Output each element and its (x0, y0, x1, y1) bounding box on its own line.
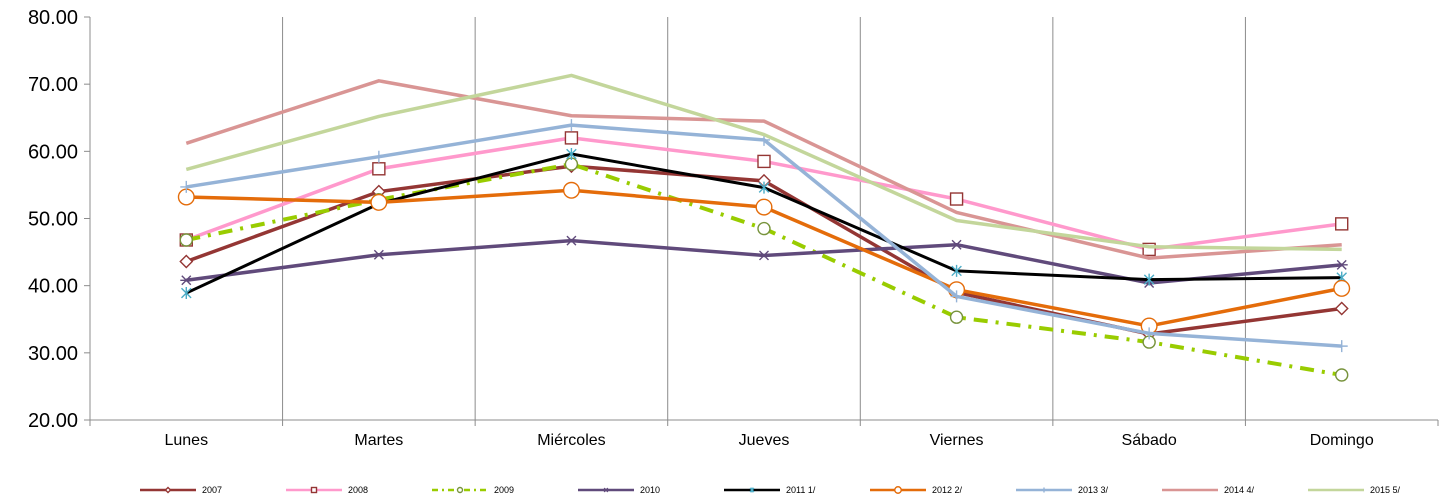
series-8 (185, 79, 1342, 260)
data-point (565, 235, 578, 246)
legend-label: 2009 (494, 485, 514, 495)
data-point (951, 264, 962, 277)
data-point (949, 192, 964, 206)
data-point (1335, 368, 1349, 382)
legend-marker (456, 486, 464, 494)
data-point (1335, 259, 1348, 270)
data-point (372, 150, 385, 163)
legend-marker (164, 486, 172, 494)
legend-label: 2015 5/ (1370, 485, 1401, 495)
x-tick-label: Miércoles (537, 432, 605, 449)
data-point (757, 154, 771, 169)
data-point (1143, 327, 1156, 340)
x-tick-label: Viernes (930, 432, 984, 449)
legend-item: 2010 (578, 485, 660, 495)
series-9 (185, 73, 1342, 252)
y-tick-label: 60.00 (28, 141, 78, 163)
y-tick-label: 70.00 (28, 74, 78, 96)
x-tick-label: Lunes (164, 432, 208, 449)
y-tick-label: 30.00 (28, 343, 78, 365)
data-point (565, 119, 578, 132)
legend-item: 2012 2/ (870, 485, 963, 495)
data-point (370, 193, 388, 211)
legend-label: 2011 1/ (786, 485, 816, 495)
legend-label: 2012 2/ (932, 485, 963, 495)
series-6 (177, 181, 1351, 335)
data-point (180, 180, 193, 193)
legend-item: 2009 (432, 485, 514, 495)
series-line (185, 73, 1342, 252)
series-2 (179, 131, 1349, 257)
series-line (185, 162, 1343, 377)
data-point (1335, 340, 1348, 353)
legend-item: 2008 (286, 485, 368, 495)
legend-label: 2008 (348, 485, 368, 495)
y-tick-label: 50.00 (28, 209, 78, 231)
data-point (758, 181, 770, 194)
data-point (179, 233, 193, 247)
legend-item: 2014 4/ (1162, 485, 1255, 495)
data-point (372, 249, 385, 260)
data-point (562, 181, 580, 199)
legend-item: 2015 5/ (1308, 485, 1401, 495)
data-point (949, 310, 964, 324)
legend-marker (1041, 487, 1047, 493)
y-tick-label: 80.00 (28, 7, 78, 29)
x-tick-label: Martes (354, 432, 403, 449)
x-tick-label: Domingo (1310, 432, 1374, 449)
legend-label: 2014 4/ (1224, 485, 1255, 495)
data-point (757, 221, 771, 236)
series-line (185, 79, 1342, 260)
data-point (566, 148, 577, 161)
legend-label: 2007 (202, 485, 222, 495)
data-point (180, 275, 193, 286)
legend-marker (894, 486, 902, 494)
data-point (1334, 301, 1349, 316)
x-tick-label: Jueves (739, 432, 790, 449)
data-point (950, 290, 963, 303)
legend-marker (310, 486, 318, 494)
data-point (1335, 217, 1349, 231)
x-tick-label: Sábado (1122, 432, 1177, 449)
legend-item: 2011 1/ (724, 485, 816, 495)
y-tick-label: 20.00 (28, 410, 78, 432)
data-point (1143, 273, 1155, 286)
legend-label: 2013 3/ (1078, 485, 1109, 495)
data-point (755, 198, 773, 216)
series-7 (180, 119, 1348, 353)
data-point (758, 250, 770, 261)
series-3 (179, 157, 1349, 382)
legend-marker (603, 487, 609, 493)
data-point (564, 131, 579, 145)
y-tick-label: 40.00 (28, 276, 78, 298)
legend-marker (749, 487, 755, 493)
data-point (950, 239, 963, 250)
legend-label: 2010 (640, 485, 660, 495)
data-point (180, 287, 192, 300)
legend-item: 2013 3/ (1016, 485, 1109, 495)
data-point (372, 162, 386, 176)
data-point (1333, 279, 1351, 297)
data-point (179, 254, 194, 269)
legend-item: 2007 (140, 485, 222, 495)
